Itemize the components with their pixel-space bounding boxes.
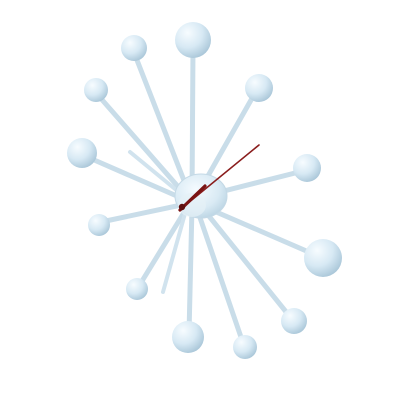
ball-bottom: [172, 321, 204, 353]
ball-bottom-left: [126, 278, 148, 300]
ball-lower-left: [88, 214, 110, 236]
rod-lower-left: [98, 201, 189, 225]
rod-bottom-left: [136, 203, 191, 289]
ball-lower-right: [304, 239, 342, 277]
rod-lower-right: [197, 202, 321, 259]
ball-bottom-right: [233, 335, 257, 359]
ball-top: [175, 22, 211, 58]
ball-top-left: [121, 35, 147, 61]
rod-bottom-far-right: [197, 202, 294, 321]
rod-left: [82, 153, 189, 203]
rod-short-bottom: [161, 208, 188, 294]
ball-upper-left: [84, 78, 108, 102]
hand-pivot: [178, 203, 186, 211]
rod-top: [189, 45, 196, 201]
clock-hands: [178, 144, 260, 212]
rod-bottom-right: [193, 203, 246, 346]
rod-upper-left: [94, 91, 191, 201]
rod-top-left: [132, 52, 193, 199]
ball-bottom-far-right: [281, 308, 307, 334]
rod-bottom: [186, 203, 195, 337]
ball-top-right: [245, 74, 273, 102]
clock-hub: [174, 173, 228, 219]
ball-right: [293, 154, 321, 182]
ball-left: [67, 138, 97, 168]
clock-balls: [67, 22, 342, 359]
